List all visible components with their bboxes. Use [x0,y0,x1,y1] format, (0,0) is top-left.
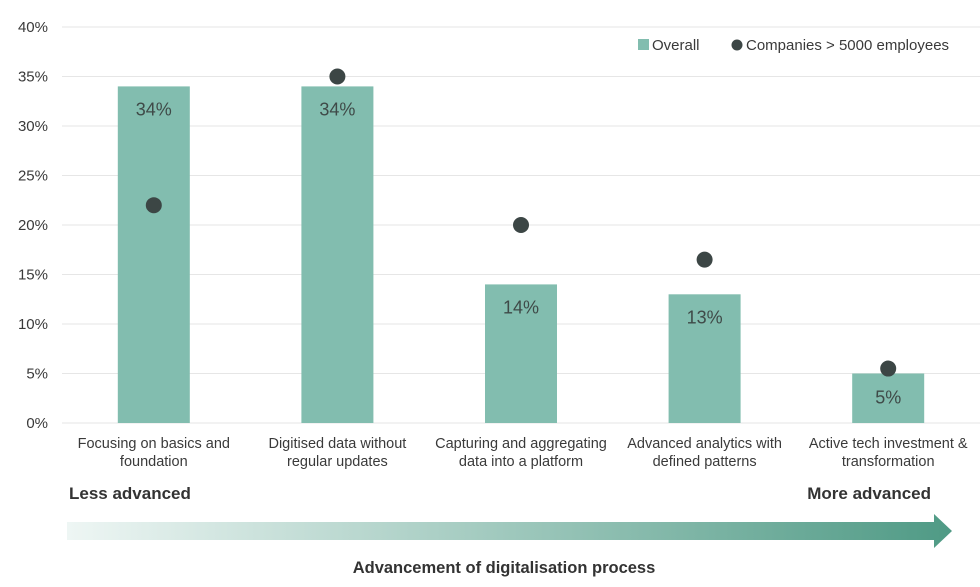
bar-value-label: 5% [875,388,901,408]
bar [301,86,374,424]
y-tick-label: 5% [26,366,48,383]
y-tick-label: 30% [18,118,48,135]
y-tick-label: 20% [18,217,48,234]
y-tick-label: 40% [18,19,48,36]
legend: Overall Companies > 5000 employees [638,37,949,54]
category-label: defined patterns [653,454,757,470]
bar-value-label: 34% [136,99,172,119]
legend-label-overall: Overall [652,37,700,54]
category-label: transformation [842,454,935,470]
data-point [329,68,346,85]
category-label: regular updates [287,454,388,470]
y-tick-label: 25% [18,168,48,185]
bar [668,294,741,423]
legend-marker-companies [731,39,743,51]
category-label: Focusing on basics and [78,436,230,452]
bar-value-labels: 34% 34% 14% 13% 5% [136,99,901,407]
category-label: Advanced analytics with [627,436,782,452]
y-tick-label: 0% [26,415,48,432]
bar [485,284,557,423]
legend-label-companies: Companies > 5000 employees [746,37,949,54]
advancement-arrow [67,514,952,548]
y-axis-ticks: 0% 5% 10% 15% 20% 25% 30% 35% 40% [18,19,48,432]
category-label: data into a platform [459,454,583,470]
bar-series [117,86,925,424]
category-label: Digitised data without [268,436,406,452]
category-label: foundation [120,454,188,470]
legend-swatch-overall [638,39,649,50]
bar-value-label: 14% [503,297,539,317]
y-tick-label: 35% [18,69,48,86]
less-advanced-label: Less advanced [69,484,191,503]
data-point [513,217,529,233]
more-advanced-label: More advanced [807,484,931,503]
data-point [696,251,713,268]
data-point [880,360,897,377]
x-axis-title: Advancement of digitalisation process [353,559,656,577]
y-tick-label: 15% [18,267,48,284]
y-tick-label: 10% [18,316,48,333]
bar [117,86,190,424]
point-series [145,68,897,377]
category-label: Active tech investment & [809,436,968,452]
data-point [145,197,162,214]
bar-value-label: 34% [319,99,355,119]
category-label: Capturing and aggregating [435,436,607,452]
bar-value-label: 13% [687,307,723,327]
bar [852,373,925,423]
category-labels: Focusing on basics and foundation Digitise… [78,436,968,470]
